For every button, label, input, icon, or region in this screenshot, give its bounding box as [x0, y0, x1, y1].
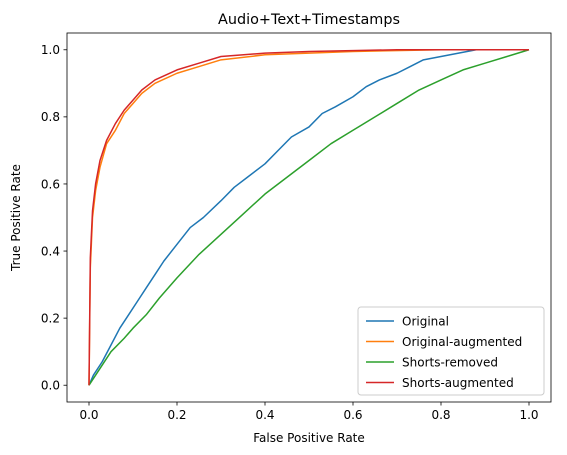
- legend-label: Shorts-removed: [402, 355, 498, 369]
- x-tick-label: 0.4: [255, 408, 274, 422]
- y-tick-label: 0.6: [41, 177, 60, 191]
- x-tick-label: 0.2: [167, 408, 186, 422]
- x-axis-title: False Positive Rate: [253, 431, 365, 445]
- y-axis: 0.0 0.2 0.4 0.6 0.8 1.0: [41, 43, 67, 393]
- series-line-3: [88, 49, 530, 386]
- series-layer: [88, 49, 530, 386]
- series-line-2: [88, 49, 529, 386]
- legend-label: Shorts-augmented: [402, 376, 514, 390]
- plot-frame: [66, 32, 552, 403]
- x-axis: 0.0 0.2 0.4 0.6 0.8 1.0: [79, 402, 539, 422]
- legend: Original Original-augmented Shorts-removed…: [357, 306, 545, 396]
- legend-label: Original-augmented: [402, 335, 522, 349]
- y-tick-label: 0.0: [41, 379, 60, 393]
- legend-box: [357, 306, 545, 396]
- y-tick-label: 0.4: [41, 244, 60, 258]
- legend-label: Original: [402, 314, 449, 328]
- x-tick-label: 1.0: [519, 408, 538, 422]
- x-tick-label: 0.6: [343, 408, 362, 422]
- y-tick-label: 0.8: [41, 110, 60, 124]
- series-line-1: [88, 49, 529, 386]
- x-tick-label: 0.0: [79, 408, 98, 422]
- y-tick-label: 0.2: [41, 311, 60, 325]
- y-axis-title: True Positive Rate: [9, 164, 23, 272]
- series-line-4: [88, 49, 529, 386]
- x-tick-label: 0.8: [431, 408, 450, 422]
- y-tick-label: 1.0: [41, 43, 60, 57]
- chart-title: Audio+Text+Timestamps: [218, 12, 400, 28]
